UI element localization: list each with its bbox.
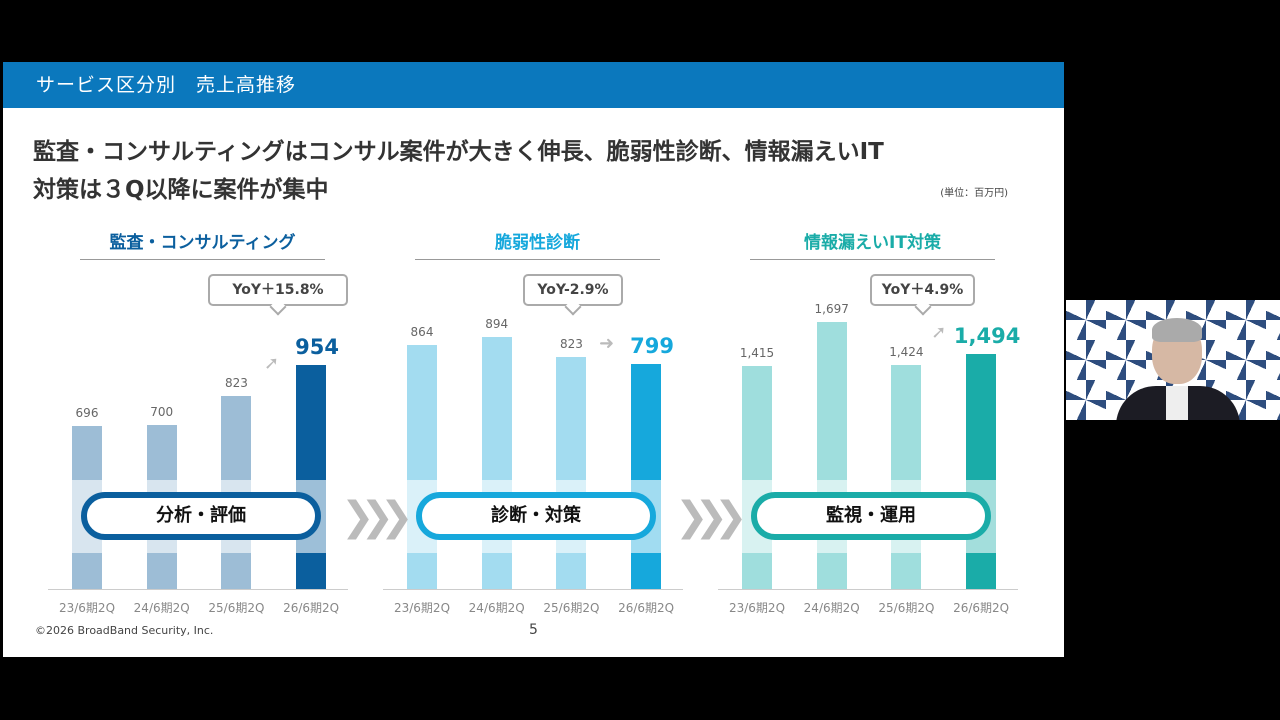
x-tick-label: 25/6期2Q	[543, 601, 600, 615]
bar	[556, 357, 587, 589]
x-tick-label: 26/6期2Q	[283, 601, 340, 615]
x-axis-line	[718, 589, 1018, 590]
x-tick-label: 23/6期2Q	[58, 601, 116, 615]
bar	[631, 363, 662, 589]
webcam-video	[1066, 300, 1280, 420]
unit-label: (単位：百万円)	[940, 188, 1008, 199]
copyright: ©2026 BroadBand Security, Inc.	[35, 624, 214, 637]
growth-arrow-icon: ➚	[264, 352, 280, 374]
value-label: 954	[295, 335, 340, 360]
x-tick-label: 25/6期2Q	[878, 601, 935, 615]
chart-title: 監査・コンサルティング	[80, 228, 325, 260]
x-tick-label: 26/6期2Q	[953, 601, 1010, 615]
bar	[891, 365, 922, 589]
stage-label: 分析・評価	[81, 492, 321, 540]
presenter-hair	[1152, 318, 1202, 342]
presentation-slide: サービス区分別 売上高推移 監査・コンサルティングはコンサル案件が大きく伸長、脆…	[3, 62, 1064, 657]
value-label: 700	[150, 404, 174, 419]
bar	[296, 365, 327, 589]
headline-line-2: 対策は３Q以降に案件が集中	[33, 177, 329, 203]
slide-header: サービス区分別 売上高推移	[3, 62, 1064, 108]
x-axis-line	[48, 589, 348, 590]
x-tick-label: 25/6期2Q	[208, 601, 265, 615]
value-label: 1,697	[814, 302, 849, 317]
headline-line-1: 監査・コンサルティングはコンサル案件が大きく伸長、脆弱性診断、情報漏えいIT	[33, 139, 884, 165]
chevron-arrows-icon: ❯❯❯	[341, 494, 413, 540]
chart-title: 脆弱性診断	[415, 228, 660, 260]
x-tick-label: 24/6期2Q	[133, 601, 190, 615]
yoy-callout: YoY-2.9%	[523, 274, 623, 306]
value-label: 864	[410, 325, 434, 340]
yoy-callout: YoY＋15.8%	[208, 274, 348, 306]
value-label: 696	[75, 405, 99, 420]
x-tick-label: 23/6期2Q	[393, 601, 451, 615]
page-number: 5	[529, 622, 538, 638]
charts: 監査・コンサルティング 696 23/6期2Q 700 24/6期2Q 823 25/6期2…	[3, 62, 1064, 657]
value-label: 1,415	[739, 346, 775, 361]
x-tick-label: 23/6期2Q	[728, 601, 786, 615]
bar	[742, 366, 772, 589]
stage-label: 監視・運用	[751, 492, 991, 540]
growth-arrow-icon: ➜	[599, 333, 615, 355]
presenter-shirt	[1166, 386, 1188, 420]
x-tick-label: 24/6期2Q	[803, 601, 860, 615]
chart-title: 情報漏えいIT対策	[750, 228, 995, 260]
chevron-arrows-icon: ❯❯❯	[675, 494, 747, 540]
value-label: 799	[630, 333, 675, 358]
x-tick-label: 26/6期2Q	[618, 601, 675, 615]
value-label: 1,494	[953, 324, 1021, 349]
yoy-callout: YoY＋4.9%	[870, 274, 975, 306]
bar	[966, 354, 997, 589]
x-tick-label: 24/6期2Q	[468, 601, 525, 615]
value-label: 823	[224, 375, 248, 390]
growth-arrow-icon: ➚	[931, 322, 947, 344]
stage-label: 診断・対策	[416, 492, 656, 540]
value-label: 894	[485, 317, 509, 332]
value-label: 823	[559, 337, 583, 352]
value-label: 1,424	[889, 345, 924, 360]
x-axis-line	[383, 589, 683, 590]
